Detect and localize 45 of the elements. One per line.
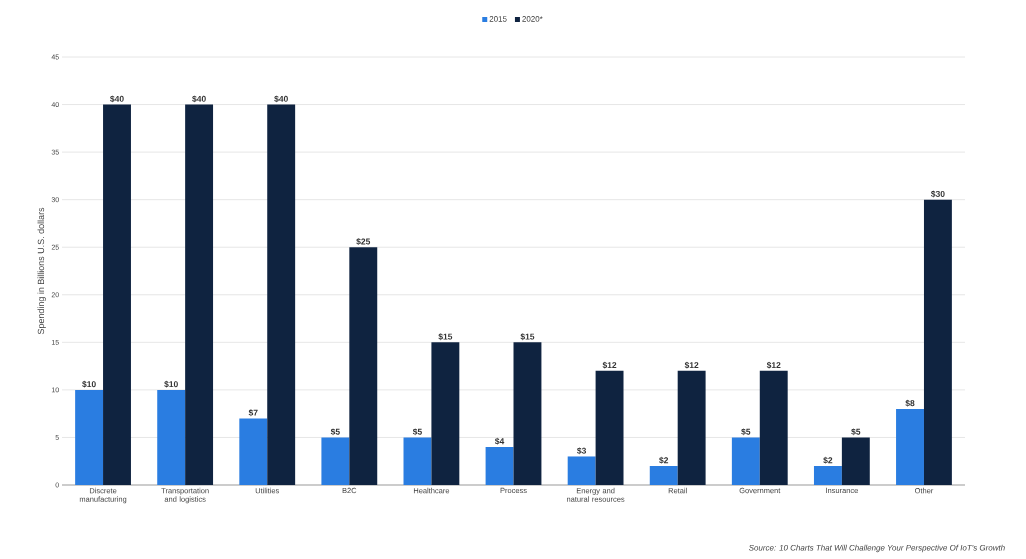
bar: [239, 418, 268, 485]
bar: [677, 370, 706, 485]
bar: [267, 104, 296, 485]
bar: [103, 104, 131, 485]
data-label: $10: [82, 380, 96, 388]
data-label: $5: [741, 428, 751, 436]
data-label: $5: [330, 428, 340, 436]
data-label: $5: [851, 428, 861, 436]
data-label: $30: [930, 190, 945, 198]
data-label: $12: [684, 361, 699, 369]
data-label: $12: [602, 361, 617, 369]
bar: [731, 437, 760, 485]
data-label: $4: [494, 437, 505, 445]
bar: [841, 437, 870, 485]
data-label: $15: [520, 333, 535, 341]
bar: [923, 199, 952, 485]
data-label: $2: [823, 456, 833, 464]
bar: [349, 247, 378, 485]
data-label: $25: [356, 238, 371, 246]
data-label: $15: [438, 333, 453, 341]
data-label: $5: [412, 428, 422, 436]
bar: [595, 370, 624, 485]
data-label: $3: [577, 447, 587, 455]
bar: [185, 104, 214, 485]
y-axis-title: Spending in Billions U.S. dollars: [37, 207, 46, 335]
bar: [485, 446, 514, 485]
bar: [431, 342, 460, 485]
bar: [649, 465, 678, 485]
bar: [759, 370, 788, 485]
data-label: $10: [164, 380, 178, 388]
data-label: $40: [274, 95, 288, 103]
data-label: $8: [905, 399, 915, 407]
data-label: $40: [110, 95, 124, 103]
bar: [157, 389, 186, 485]
bar: [567, 456, 596, 485]
data-label: $7: [248, 409, 258, 417]
bar: [896, 408, 924, 485]
bar: [513, 342, 542, 485]
bar: [403, 437, 432, 485]
bar: [75, 389, 104, 485]
bar: [813, 465, 842, 485]
data-label: $40: [192, 95, 206, 103]
data-label: $2: [659, 456, 669, 464]
bar: [321, 437, 350, 485]
data-label: $12: [766, 361, 781, 369]
